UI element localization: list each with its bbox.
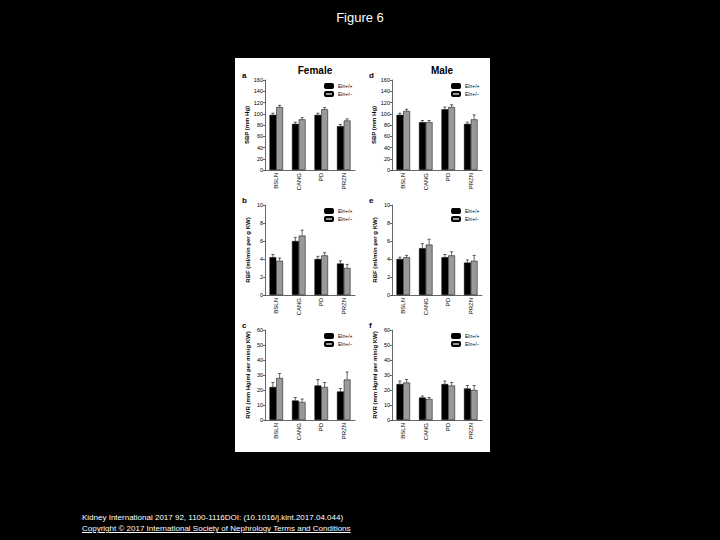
svg-text:0: 0 [260,167,263,173]
svg-text:40: 40 [384,145,390,151]
svg-text:PD: PD [445,297,451,306]
svg-text:120: 120 [381,100,390,106]
svg-text:PD: PD [318,422,324,431]
svg-text:b: b [242,196,247,205]
svg-text:SBP (mm Hg): SBP (mm Hg) [244,106,250,144]
svg-text:a: a [242,71,247,80]
svg-text:CANG: CANG [423,298,429,316]
svg-text:c: c [242,321,247,330]
svg-text:60: 60 [384,133,390,139]
svg-text:100: 100 [254,111,263,117]
svg-text:140: 140 [254,88,263,94]
svg-text:PD: PD [445,422,451,431]
svg-text:Eln+/+: Eln+/+ [465,208,480,214]
svg-text:SBP (mm Hg): SBP (mm Hg) [371,106,377,144]
svg-text:60: 60 [257,133,263,139]
svg-text:6: 6 [260,238,263,244]
svg-text:160: 160 [254,77,263,83]
svg-text:CANG: CANG [296,298,302,316]
svg-text:30: 30 [257,372,263,378]
svg-text:10: 10 [257,402,263,408]
svg-text:80: 80 [384,122,390,128]
svg-text:0: 0 [387,167,390,173]
svg-text:80: 80 [257,122,263,128]
svg-text:Male: Male [431,65,454,76]
svg-text:BSLN: BSLN [273,173,279,189]
svg-text:PRZN: PRZN [468,423,474,439]
svg-text:0: 0 [260,417,263,423]
svg-text:60: 60 [257,327,263,333]
svg-text:Eln+/+: Eln+/+ [338,208,353,214]
svg-text:120: 120 [254,100,263,106]
svg-text:PRZN: PRZN [468,298,474,314]
svg-text:2: 2 [387,274,390,280]
svg-text:PD: PD [445,172,451,181]
svg-text:BSLN: BSLN [273,298,279,314]
svg-text:100: 100 [381,111,390,117]
svg-text:PRZN: PRZN [468,173,474,189]
svg-text:Eln+/−: Eln+/− [338,341,353,347]
svg-text:20: 20 [257,387,263,393]
svg-text:60: 60 [384,327,390,333]
svg-text:0: 0 [260,292,263,298]
svg-text:20: 20 [384,387,390,393]
svg-text:BSLN: BSLN [273,423,279,439]
svg-text:2: 2 [260,274,263,280]
svg-text:PRZN: PRZN [341,423,347,439]
svg-text:Eln+/−: Eln+/− [465,341,480,347]
svg-text:BSLN: BSLN [400,423,406,439]
svg-text:PD: PD [318,172,324,181]
svg-text:30: 30 [384,372,390,378]
svg-text:0: 0 [387,292,390,298]
svg-text:e: e [369,196,374,205]
svg-text:d: d [369,71,374,80]
svg-text:Eln+/−: Eln+/− [338,91,353,97]
svg-text:Female: Female [298,65,333,76]
svg-text:40: 40 [257,357,263,363]
svg-text:50: 50 [384,342,390,348]
svg-text:RVR (mm Hg/ml per min/g KW): RVR (mm Hg/ml per min/g KW) [372,331,378,419]
svg-text:40: 40 [257,145,263,151]
html-text:Kidney International 2017 92,: Kidney International 2017 92, 1100-1116D… [82,513,344,522]
svg-text:8: 8 [387,220,390,226]
svg-text:RBF (ml/min per g KW): RBF (ml/min per g KW) [245,217,251,282]
html-text:Figure 6: Figure 6 [336,10,384,25]
svg-text:4: 4 [260,256,263,262]
svg-text:0: 0 [387,417,390,423]
svg-text:8: 8 [260,220,263,226]
svg-text:140: 140 [381,88,390,94]
svg-text:10: 10 [384,402,390,408]
svg-text:PD: PD [318,297,324,306]
svg-text:Eln+/−: Eln+/− [465,91,480,97]
svg-text:Eln+/+: Eln+/+ [338,333,353,339]
svg-text:CANG: CANG [423,173,429,191]
svg-text:20: 20 [384,156,390,162]
svg-text:Eln+/+: Eln+/+ [465,83,480,89]
svg-text:CANG: CANG [296,423,302,441]
svg-text:50: 50 [257,342,263,348]
svg-text:PRZN: PRZN [341,173,347,189]
svg-text:f: f [369,321,372,330]
svg-text:40: 40 [384,357,390,363]
svg-text:Eln+/+: Eln+/+ [465,333,480,339]
svg-text:BSLN: BSLN [400,298,406,314]
svg-text:10: 10 [257,202,263,208]
svg-text:Eln+/−: Eln+/− [465,216,480,222]
svg-text:10: 10 [384,202,390,208]
svg-text:RVR (mm Hg/ml per min/g KW): RVR (mm Hg/ml per min/g KW) [245,331,251,419]
svg-text:6: 6 [387,238,390,244]
svg-text:CANG: CANG [423,423,429,441]
svg-text:PRZN: PRZN [341,298,347,314]
svg-text:160: 160 [381,77,390,83]
svg-text:BSLN: BSLN [400,173,406,189]
svg-text:4: 4 [387,256,390,262]
svg-text:Eln+/−: Eln+/− [338,216,353,222]
svg-text:Eln+/+: Eln+/+ [338,83,353,89]
html-text:Copyright © 2017 International: Copyright © 2017 International Society o… [82,524,351,533]
svg-text:RBF (ml/min per g KW): RBF (ml/min per g KW) [372,217,378,282]
svg-text:CANG: CANG [296,173,302,191]
svg-text:20: 20 [257,156,263,162]
